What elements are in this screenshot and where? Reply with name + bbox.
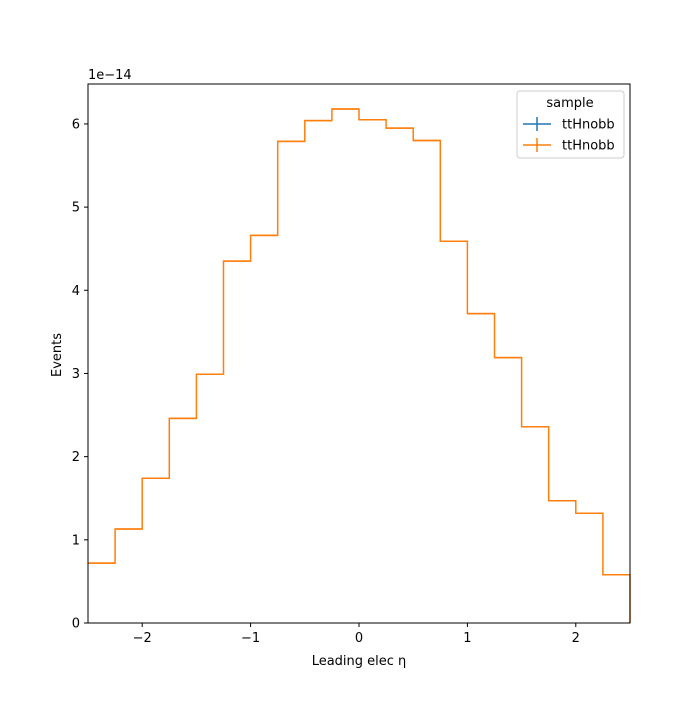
y-tick-label: 1 — [72, 533, 80, 548]
x-axis-ticks: −2 −1 0 1 2 — [133, 623, 580, 646]
x-tick-label: −1 — [241, 631, 260, 646]
x-tick-label: 2 — [572, 631, 580, 646]
legend-entry-label: ttHnobb — [562, 118, 615, 133]
x-tick-label: −2 — [133, 631, 152, 646]
x-tick-label: 0 — [355, 631, 363, 646]
y-offset-label: 1e−14 — [88, 68, 132, 83]
y-tick-label: 5 — [72, 201, 80, 216]
legend: sample ttHnobb ttHnobb — [516, 90, 625, 159]
series-layer — [88, 108, 631, 623]
y-axis-ticks: 0 1 2 3 4 5 6 — [72, 117, 88, 632]
y-tick-label: 2 — [72, 450, 80, 465]
y-tick-label: 6 — [72, 117, 80, 132]
y-tick-label: 4 — [72, 284, 80, 299]
y-axis-label: Events — [50, 333, 65, 377]
x-tick-label: 1 — [463, 631, 471, 646]
y-tick-label: 3 — [72, 367, 80, 382]
y-tick-label: 0 — [72, 617, 80, 632]
legend-entries: ttHnobb ttHnobb — [523, 117, 615, 154]
legend-entry-label: ttHnobb — [562, 139, 615, 154]
x-axis-label: Leading elec η — [312, 654, 407, 669]
legend-title: sample — [546, 96, 593, 111]
legend-box — [516, 90, 625, 159]
